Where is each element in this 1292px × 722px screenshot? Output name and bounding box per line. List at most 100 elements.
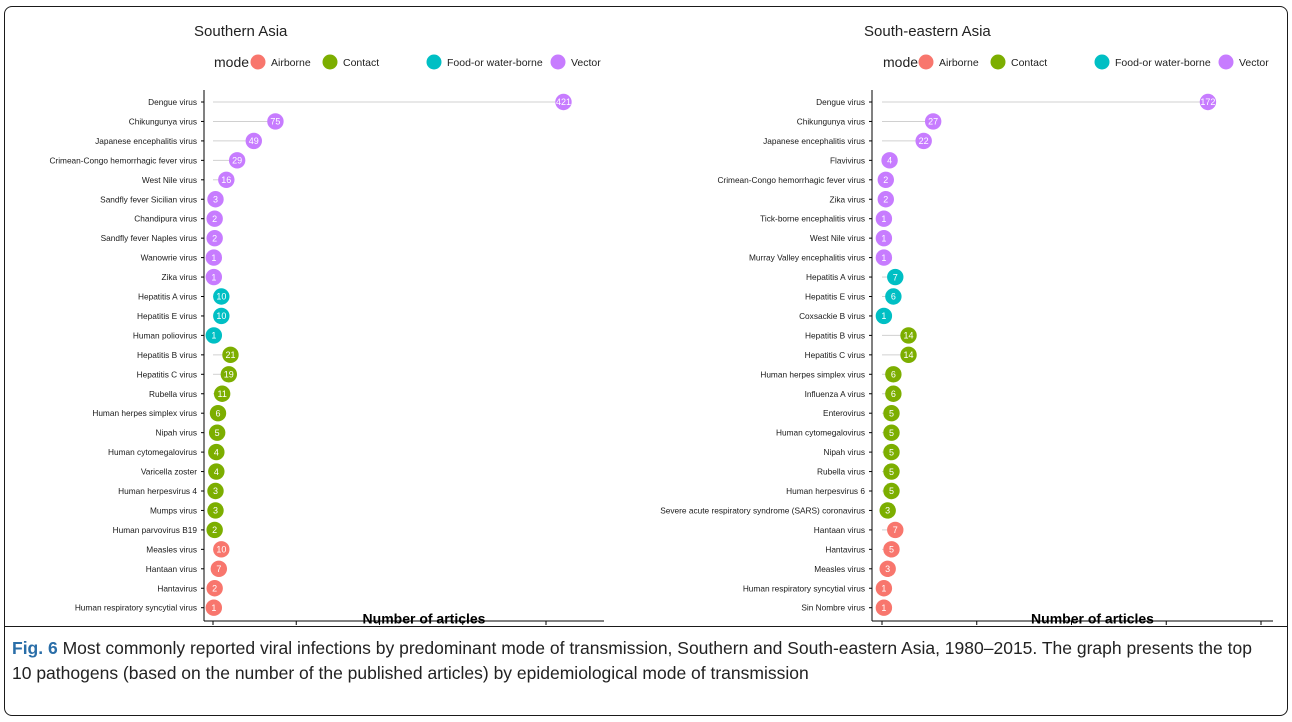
data-label: 75 xyxy=(270,117,280,127)
category-label: Nipah virus xyxy=(823,447,865,457)
data-label: 3 xyxy=(885,506,890,516)
category-label: Sandfly fever Sicilian virus xyxy=(100,194,197,204)
data-row: Murray Valley encephalitis virus 1 xyxy=(749,249,893,266)
data-row: Flavivirus 4 xyxy=(830,152,898,169)
lollipop-dot xyxy=(228,152,246,169)
data-label: 6 xyxy=(215,408,220,418)
data-label: 1 xyxy=(881,311,886,321)
legend-label: Food-or water-borne xyxy=(447,57,543,69)
lollipop-dot xyxy=(885,288,902,305)
legend-title: mode xyxy=(214,54,249,70)
data-row: Dengue virus 172 xyxy=(816,93,1217,111)
x-axis-title: Number of articles xyxy=(363,611,486,626)
data-row: Human herpes simplex virus 6 xyxy=(760,366,902,383)
figure-label: Fig. 6 xyxy=(12,638,58,658)
data-row: Human cytomegalovirus 4 xyxy=(108,443,225,461)
data-row: Chandipura virus 2 xyxy=(134,210,223,227)
data-row: Mumps virus 3 xyxy=(150,502,224,519)
lollipop-dot xyxy=(875,249,893,266)
category-label: Dengue virus xyxy=(816,97,865,107)
category-label: Hepatitis E virus xyxy=(137,311,197,321)
category-label: Sin Nombre virus xyxy=(801,603,865,613)
category-label: West Nile virus xyxy=(810,233,865,243)
data-label: 5 xyxy=(889,486,894,496)
data-row: Hantavirus 2 xyxy=(157,580,223,597)
category-label: Severe acute respiratory syndrome (SARS)… xyxy=(660,505,865,515)
panel-1: Southern Asia mode Airborne Contact Food-or … xyxy=(49,23,604,626)
data-label: 7 xyxy=(893,525,898,535)
data-row: Tick-borne encephalitis virus 1 xyxy=(760,210,893,227)
data-row: Human herpesvirus 4 3 xyxy=(118,482,224,500)
category-label: Flavivirus xyxy=(830,155,865,165)
data-row: Human poliovirus 1 xyxy=(133,327,223,344)
data-row: Sandfly fever Naples virus 2 xyxy=(101,229,223,247)
lollipop-dot xyxy=(205,268,223,286)
data-row: Chikungunya virus 27 xyxy=(797,113,942,130)
data-label: 7 xyxy=(216,564,221,574)
data-label: 1 xyxy=(211,331,216,341)
lollipop-dot xyxy=(218,171,235,188)
category-label: Coxsackie B virus xyxy=(799,311,865,321)
lollipop-dot xyxy=(887,521,904,539)
category-label: Human herpes simplex virus xyxy=(760,369,865,379)
data-label: 5 xyxy=(889,467,894,477)
lollipop-dot xyxy=(885,366,902,383)
data-label: 14 xyxy=(904,331,914,341)
lollipop-dot xyxy=(205,599,223,616)
category-label: Human cytomegalovirus xyxy=(108,447,197,457)
category-label: Zika virus xyxy=(830,194,866,204)
data-label: 3 xyxy=(885,564,890,574)
lollipop-dot xyxy=(555,93,572,111)
legend-label: Airborne xyxy=(939,57,979,69)
data-label: 29 xyxy=(232,156,242,166)
category-label: Hantavirus xyxy=(157,583,197,593)
data-label: 6 xyxy=(891,370,896,380)
data-label: 27 xyxy=(928,117,938,127)
figure-frame xyxy=(4,6,1288,716)
data-row: Hantaan virus 7 xyxy=(146,560,228,577)
data-label: 3 xyxy=(213,194,218,204)
category-label: Crimean-Congo hemorrhagic fever virus xyxy=(49,155,197,165)
category-label: Measles virus xyxy=(814,564,865,574)
lollipop-dot xyxy=(213,385,231,402)
data-row: Severe acute respiratory syndrome (SARS)… xyxy=(660,502,896,519)
data-row: Hepatitis A virus 7 xyxy=(806,268,904,286)
lollipop-dot xyxy=(875,599,893,616)
data-row: Nipah virus 5 xyxy=(155,424,226,441)
lollipop-dot xyxy=(877,191,894,208)
lollipop-dot xyxy=(205,249,223,266)
data-label: 2 xyxy=(883,194,888,204)
category-label: Human herpesvirus 6 xyxy=(786,486,865,496)
x-axis-title: Number of articles xyxy=(1031,611,1154,626)
data-row: Varicella zoster 4 xyxy=(141,463,225,480)
data-label: 5 xyxy=(889,428,894,438)
panel-title: Southern Asia xyxy=(194,23,288,40)
lollipop-dot xyxy=(205,327,223,344)
category-label: Tick-borne encephalitis virus xyxy=(760,214,865,224)
category-label: Hepatitis A virus xyxy=(138,292,197,302)
lollipop-dot xyxy=(879,502,896,519)
lollipop-dot xyxy=(900,346,917,364)
category-label: Hepatitis B virus xyxy=(805,330,865,340)
category-label: Enterovirus xyxy=(823,408,865,418)
lollipop-dot xyxy=(915,132,932,150)
data-row: Influenza A virus 6 xyxy=(805,385,902,402)
lollipop-dot xyxy=(875,307,893,325)
data-row: Nipah virus 5 xyxy=(823,443,900,461)
data-row: Hepatitis E virus 10 xyxy=(137,307,230,325)
data-label: 4 xyxy=(887,156,892,166)
lollipop-dot xyxy=(883,463,900,480)
data-label: 21 xyxy=(225,350,235,360)
data-row: Rubella virus 5 xyxy=(817,463,900,480)
legend-label: Contact xyxy=(1011,57,1047,69)
data-label: 1 xyxy=(881,253,886,263)
data-row: Hepatitis B virus 14 xyxy=(805,327,917,344)
data-row: Crimean-Congo hemorrhagic fever virus 29 xyxy=(49,152,246,169)
data-label: 5 xyxy=(889,545,894,555)
lollipop-dot xyxy=(207,482,224,500)
category-label: Chandipura virus xyxy=(134,214,197,224)
legend-label: Food-or water-borne xyxy=(1115,57,1211,69)
data-row: Measles virus 3 xyxy=(814,560,896,577)
lollipop-dot xyxy=(213,541,230,558)
data-row: West Nile virus 1 xyxy=(810,229,893,247)
